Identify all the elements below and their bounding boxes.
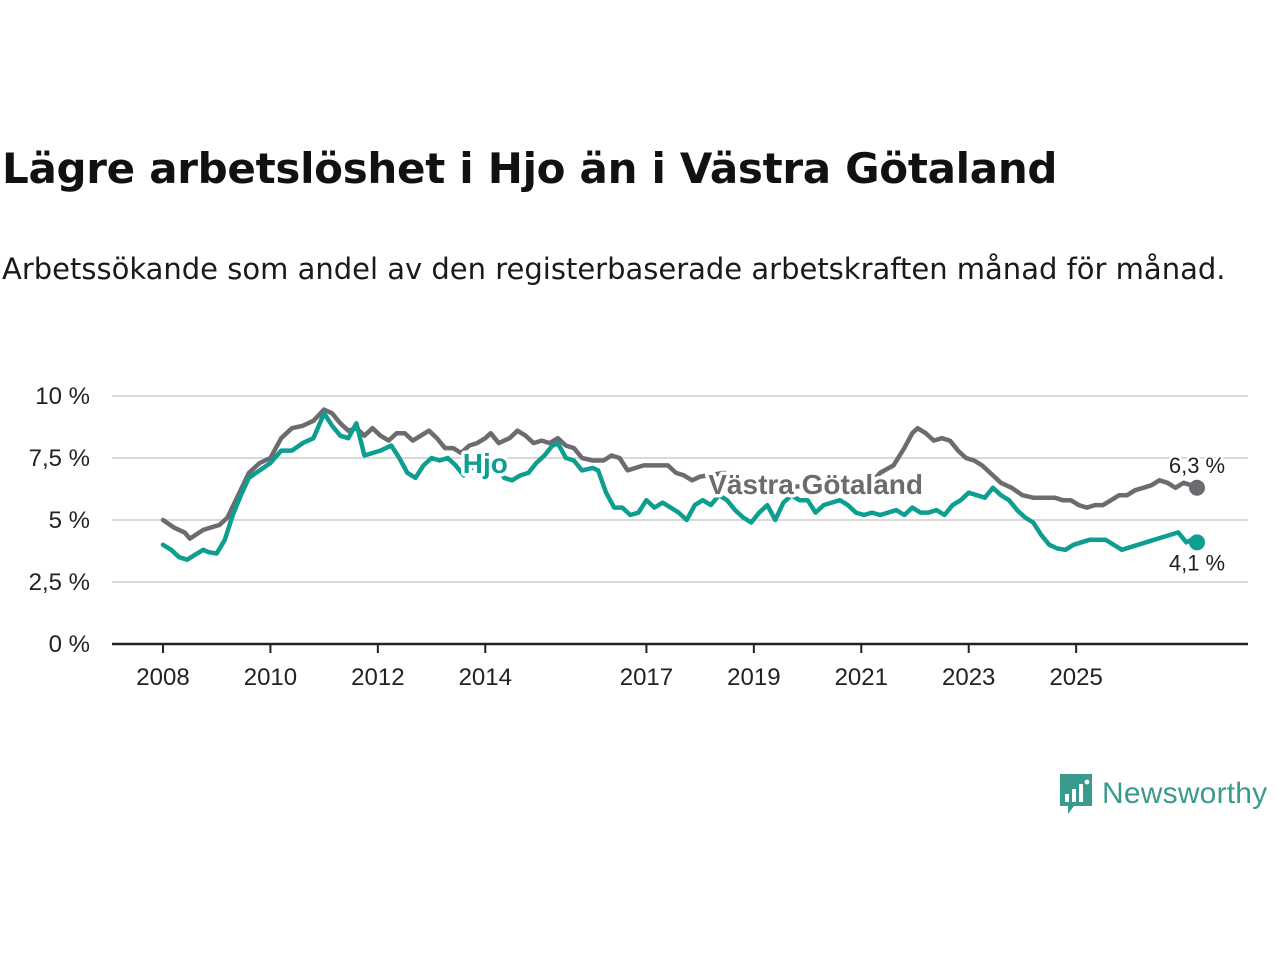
y-tick-label: 0 % xyxy=(49,631,90,658)
x-tick-label: 2019 xyxy=(727,664,780,691)
newsworthy-logo: Newsworthy xyxy=(1058,772,1267,816)
x-tick-label: 2012 xyxy=(351,664,404,691)
x-tick-label: 2008 xyxy=(136,664,189,691)
series-name-label: Hjo xyxy=(463,448,508,479)
y-tick-label: 10 % xyxy=(35,383,90,410)
newsworthy-logo-icon xyxy=(1060,774,1092,814)
series-end-value-label: 6,3 % xyxy=(1169,453,1225,478)
x-tick-label: 2017 xyxy=(620,664,673,691)
series-line-vastra-gotaland xyxy=(160,407,1200,541)
x-tick-label: 2025 xyxy=(1049,664,1102,691)
series-end-value-label: 4,1 % xyxy=(1169,550,1225,575)
chart-title: Lägre arbetslöshet i Hjo än i Västra Göt… xyxy=(2,144,1058,193)
series-line-hjo xyxy=(160,411,1200,562)
series-end-marker xyxy=(1189,534,1205,551)
series-name-label: Västra Götaland xyxy=(708,469,923,500)
y-tick-label: 5 % xyxy=(49,507,90,534)
line-chart: 0 % 2,5 % 5 % 7,5 % 10 % 2008 2010 2012 2014 2017… xyxy=(29,383,1248,691)
y-tick-label: 7,5 % xyxy=(29,445,90,472)
brand-name: Newsworthy xyxy=(1102,777,1268,810)
x-tick-label: 2023 xyxy=(942,664,995,691)
x-tick-label: 2010 xyxy=(244,664,297,691)
chart-subtitle: Arbetssökande som andel av den registerb… xyxy=(2,252,1226,286)
y-tick-label: 2,5 % xyxy=(29,569,90,596)
x-tick-label: 2014 xyxy=(459,664,512,691)
series-end-marker xyxy=(1189,479,1205,496)
x-tick-label: 2021 xyxy=(835,664,888,691)
